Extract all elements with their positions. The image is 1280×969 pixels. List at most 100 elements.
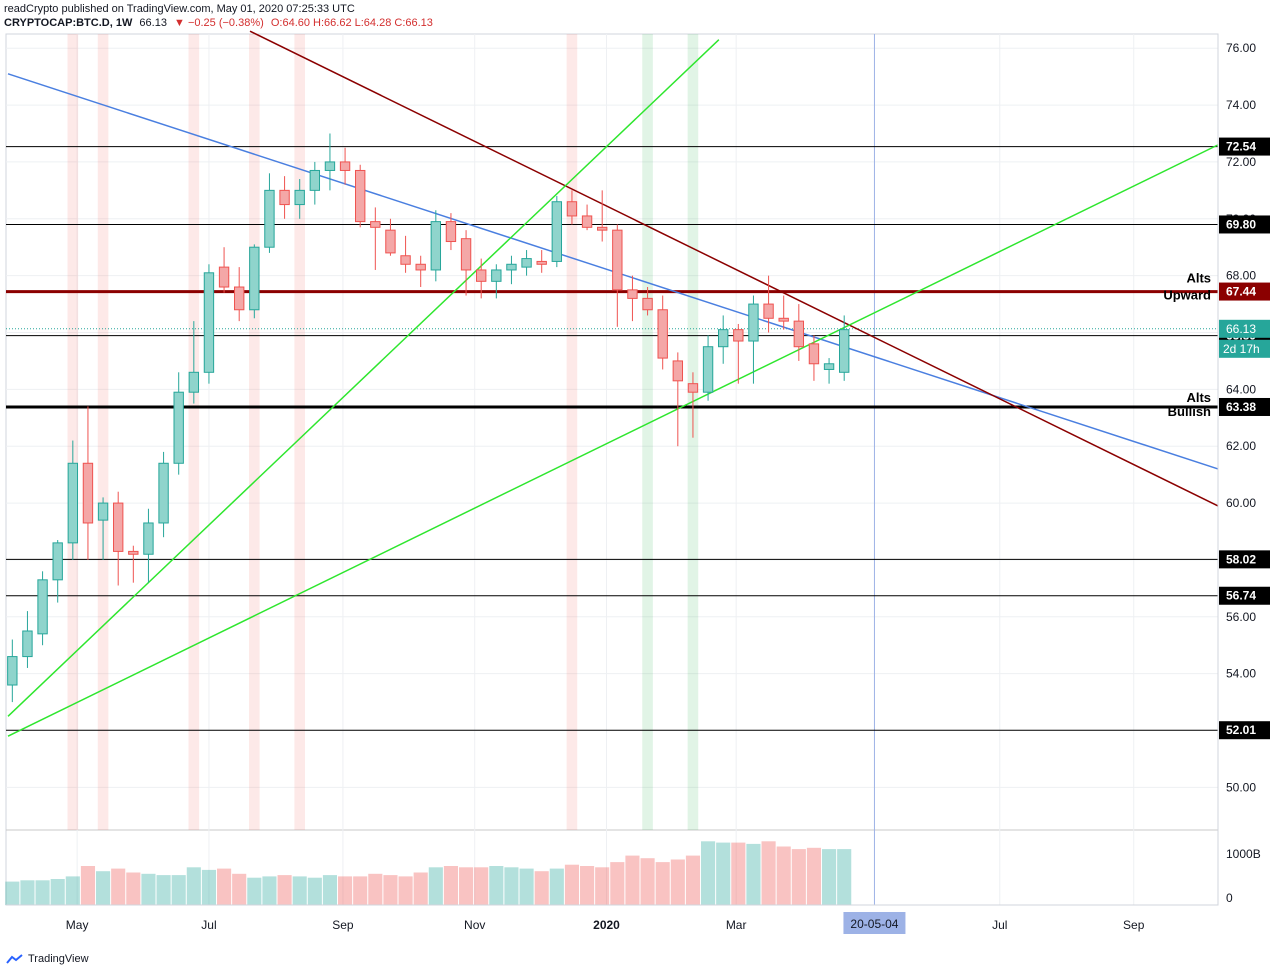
candle xyxy=(339,147,351,185)
x-tick-label: May xyxy=(66,918,89,932)
cursor-date-tag xyxy=(843,912,906,934)
x-tick-label: Nov xyxy=(464,918,485,932)
x-tick-label: 2020 xyxy=(593,918,620,932)
candle xyxy=(67,440,79,560)
candle xyxy=(718,315,729,364)
y-tick-label: 74.00 xyxy=(1226,98,1256,112)
candle xyxy=(128,545,139,583)
trendline[interactable] xyxy=(7,39,720,717)
candle xyxy=(203,264,215,384)
volume-bar xyxy=(580,866,595,905)
volume-bar xyxy=(670,859,685,905)
level-tag xyxy=(1219,282,1270,301)
candle xyxy=(642,287,653,316)
volume-bar xyxy=(731,842,746,905)
volume-bar xyxy=(292,876,307,905)
signal-band xyxy=(188,34,200,830)
x-tick-label: Mar xyxy=(726,918,747,932)
volume-bar xyxy=(504,867,519,905)
candle xyxy=(687,372,699,438)
volume-bar xyxy=(640,858,655,905)
candle xyxy=(521,250,532,276)
candle xyxy=(385,218,396,256)
signal-band xyxy=(97,34,109,830)
candle xyxy=(52,540,63,603)
candle xyxy=(581,204,593,231)
volume-bar xyxy=(171,875,186,905)
volume-bar xyxy=(685,855,701,905)
candle xyxy=(158,451,169,538)
candle xyxy=(491,264,502,299)
last-price-label: 66.13 xyxy=(139,17,167,29)
candle xyxy=(748,295,759,384)
candle xyxy=(22,611,33,668)
volume-bar xyxy=(126,872,141,905)
volume-bar xyxy=(156,875,171,905)
candle xyxy=(763,275,774,333)
candle xyxy=(460,230,472,296)
trendline[interactable] xyxy=(7,144,1219,737)
volume-bar xyxy=(837,849,852,905)
level-tag-label: 72.54 xyxy=(1226,140,1256,154)
y-tick-label: 64.00 xyxy=(1226,382,1256,396)
last-price-tag xyxy=(1219,319,1270,338)
y-tick-label: 76.00 xyxy=(1226,41,1256,55)
candle xyxy=(702,335,714,401)
volume-bar xyxy=(398,876,413,905)
level-tag xyxy=(1219,215,1270,234)
volume-bar xyxy=(806,847,822,905)
candle xyxy=(218,247,230,293)
candle xyxy=(476,258,487,299)
y-tick-label: 56.00 xyxy=(1226,610,1256,624)
volume-bar xyxy=(262,876,277,905)
volume-bar xyxy=(746,843,761,905)
symbol-ohlc-row: CRYPTOCAP:BTC.D, 1W 66.13 ▼ −0.25 (−0.38… xyxy=(4,16,437,30)
signal-band xyxy=(249,34,260,830)
y-tick-label: 50.00 xyxy=(1226,780,1256,794)
y-tick-label: 54.00 xyxy=(1226,667,1256,681)
volume-bar xyxy=(20,880,35,905)
candle xyxy=(793,304,805,361)
candle xyxy=(7,639,18,703)
brand-label: TradingView xyxy=(28,953,89,965)
trendline[interactable] xyxy=(249,30,1219,507)
candle xyxy=(249,244,260,319)
x-tick-label: Jul xyxy=(201,918,216,932)
volume-bar xyxy=(277,875,292,905)
level-tag xyxy=(1219,550,1270,569)
tradingview-logo[interactable]: TradingView xyxy=(6,953,89,965)
candle xyxy=(430,210,442,282)
level-annotation: Upward xyxy=(1163,288,1211,303)
volume-bar xyxy=(655,862,670,905)
level-tag xyxy=(1219,721,1270,740)
candle xyxy=(536,250,547,273)
candle xyxy=(506,255,517,285)
y-tick-label: 62.00 xyxy=(1226,439,1256,453)
candle xyxy=(97,497,109,560)
volume-bar xyxy=(35,880,50,905)
candle xyxy=(355,164,366,228)
candle xyxy=(143,508,154,583)
candle xyxy=(672,352,684,447)
candle xyxy=(839,315,850,381)
candle xyxy=(415,255,426,288)
volume-axis-label: 0 xyxy=(1226,891,1233,905)
volume-bar xyxy=(50,879,65,905)
candle xyxy=(279,176,290,219)
ohlc-label: O:64.60 H:66.62 L:64.28 C:66.13 xyxy=(270,17,433,29)
countdown-label: 2d 17h xyxy=(1223,342,1260,356)
candle xyxy=(566,190,578,225)
volume-bar xyxy=(353,876,368,905)
volume-bar xyxy=(338,876,353,905)
candle xyxy=(657,295,668,370)
level-tag-label: 52.01 xyxy=(1226,723,1256,737)
volume-bar xyxy=(141,873,156,905)
candle xyxy=(324,133,336,191)
level-tag-label: 56.74 xyxy=(1226,589,1256,603)
volume-bar xyxy=(247,877,262,905)
y-tick-label: 60.00 xyxy=(1226,496,1256,510)
volume-bar xyxy=(791,849,806,905)
countdown-tag xyxy=(1219,339,1270,358)
level-annotation: Alts xyxy=(1186,270,1211,285)
